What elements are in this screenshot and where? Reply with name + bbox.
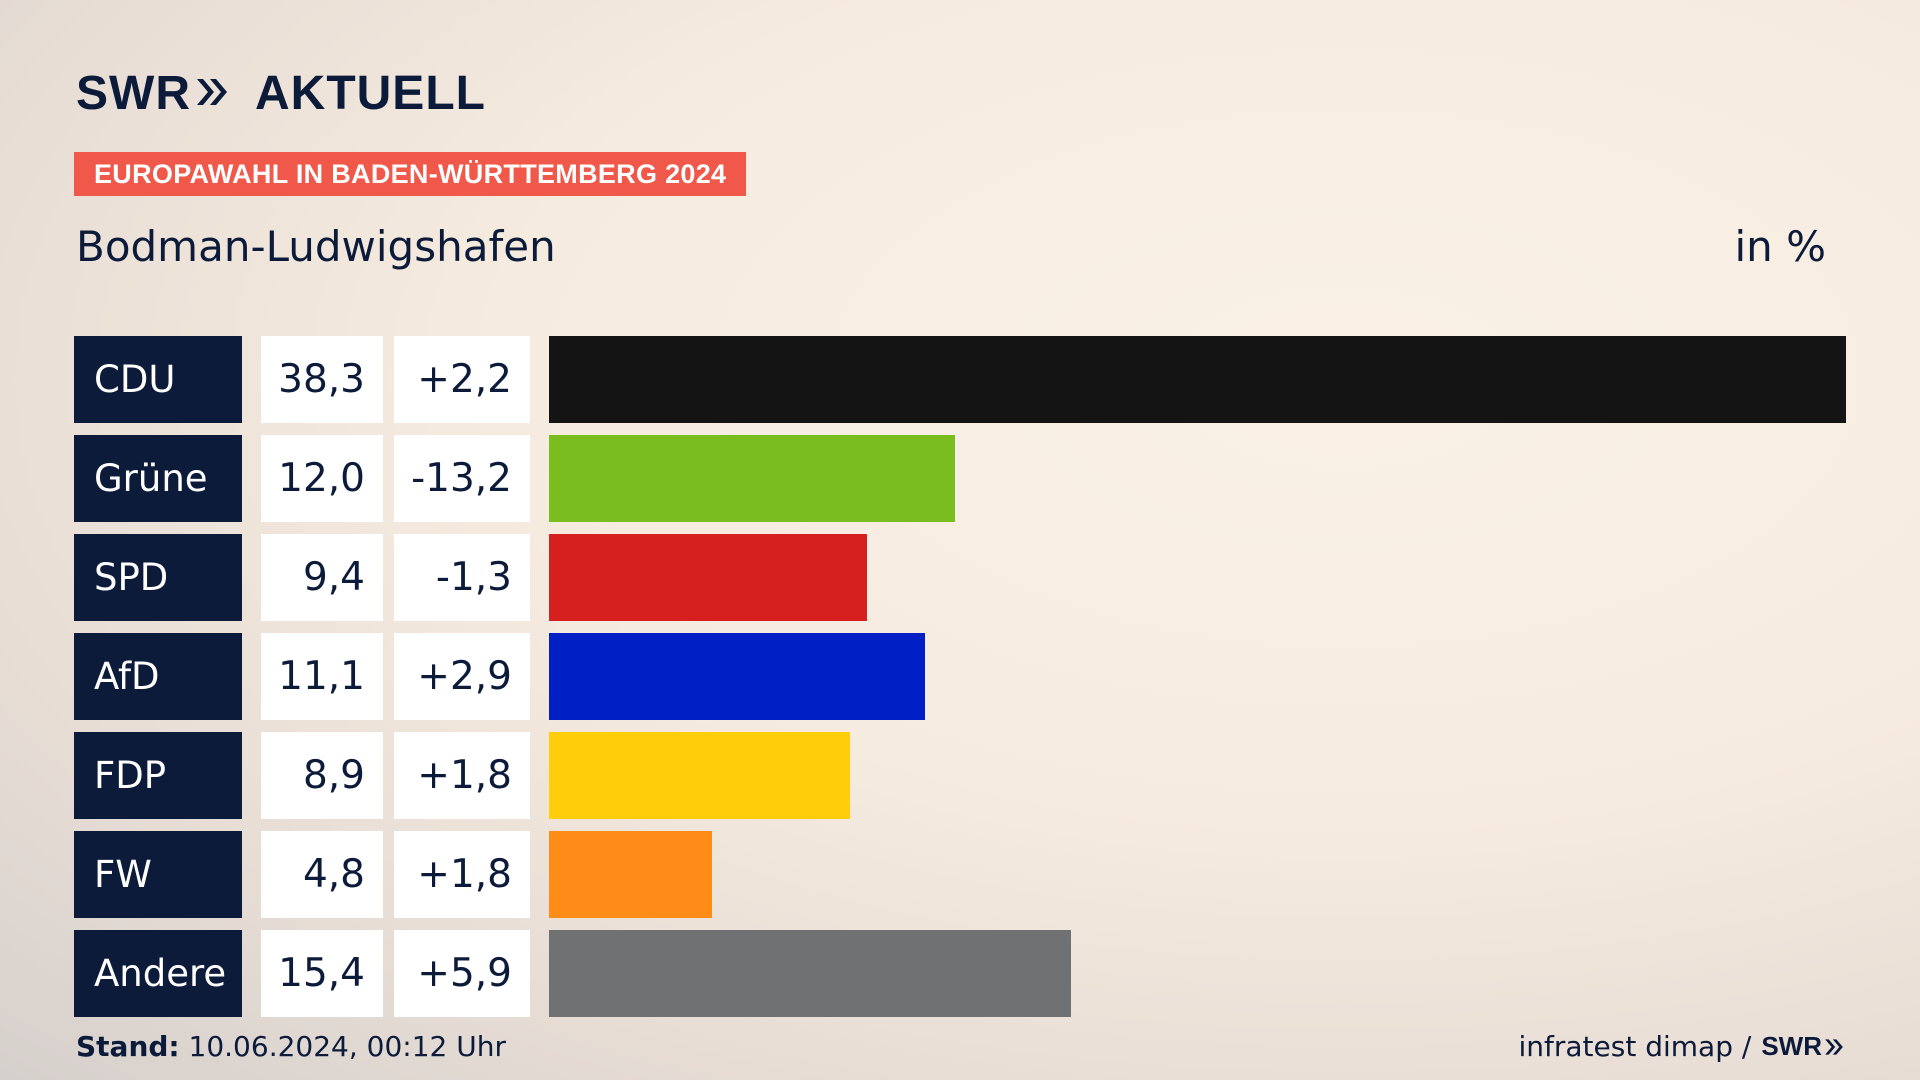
source-brand: SWR — [1761, 1031, 1844, 1062]
vote-share-label: 11,1 — [261, 633, 383, 720]
logo-aktuell: AKTUELL — [255, 66, 486, 121]
result-bar — [549, 732, 850, 819]
result-bar — [549, 534, 867, 621]
party-label: FW — [74, 831, 242, 918]
result-row: FW4,8+1,8 — [74, 831, 1846, 918]
vote-share-label: 12,0 — [261, 435, 383, 522]
change-label: +5,9 — [394, 930, 530, 1017]
result-row: Andere15,4+5,9 — [74, 930, 1846, 1017]
source-credit: infratest dimap / SWR — [1519, 1030, 1845, 1063]
change-label: +1,8 — [394, 732, 530, 819]
swr-aktuell-logo: SWR AKTUELL — [76, 66, 486, 121]
change-label: -1,3 — [394, 534, 530, 621]
stand-label: Stand: — [76, 1030, 180, 1063]
change-label: +2,2 — [394, 336, 530, 423]
place-title: Bodman-Ludwigshafen — [76, 222, 556, 271]
party-label: CDU — [74, 336, 242, 423]
result-bar — [549, 930, 1071, 1017]
party-label: Andere — [74, 930, 242, 1017]
party-label: Grüne — [74, 435, 242, 522]
result-bar — [549, 435, 955, 522]
vote-share-label: 4,8 — [261, 831, 383, 918]
vote-share-label: 8,9 — [261, 732, 383, 819]
election-banner: EUROPAWAHL IN BADEN-WÜRTTEMBERG 2024 — [74, 152, 746, 196]
result-row: Grüne12,0-13,2 — [74, 435, 1846, 522]
double-chevron-icon — [195, 75, 229, 109]
change-label: +2,9 — [394, 633, 530, 720]
stand-value: 10.06.2024, 00:12 Uhr — [189, 1030, 506, 1063]
change-label: +1,8 — [394, 831, 530, 918]
source-text: infratest dimap / — [1519, 1030, 1752, 1063]
result-row: AfD11,1+2,9 — [74, 633, 1846, 720]
result-row: FDP8,9+1,8 — [74, 732, 1846, 819]
logo-swr: SWR — [76, 66, 229, 121]
change-label: -13,2 — [394, 435, 530, 522]
party-label: AfD — [74, 633, 242, 720]
result-row: SPD9,4-1,3 — [74, 534, 1846, 621]
vote-share-label: 9,4 — [261, 534, 383, 621]
result-bar — [549, 633, 925, 720]
party-label: SPD — [74, 534, 242, 621]
result-bar — [549, 831, 712, 918]
timestamp: Stand: 10.06.2024, 00:12 Uhr — [76, 1030, 506, 1063]
result-bar — [549, 336, 1846, 423]
party-label: FDP — [74, 732, 242, 819]
vote-share-label: 15,4 — [261, 930, 383, 1017]
unit-label: in % — [1734, 222, 1826, 271]
result-row: CDU38,3+2,2 — [74, 336, 1846, 423]
double-chevron-icon — [1824, 1037, 1844, 1057]
vote-share-label: 38,3 — [261, 336, 383, 423]
